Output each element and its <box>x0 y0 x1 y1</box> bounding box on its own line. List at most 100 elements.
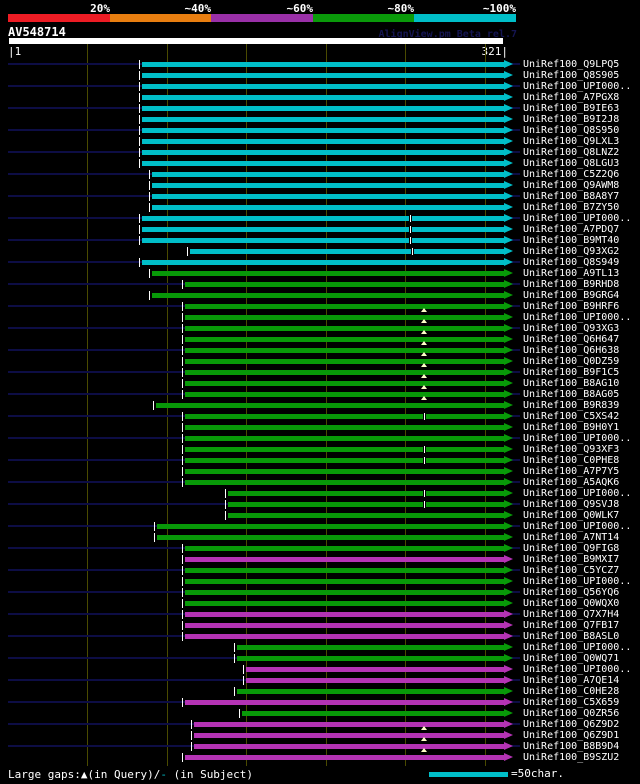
hit-label[interactable]: UniRef100_UPI000.. <box>523 213 632 224</box>
hit-bar[interactable] <box>142 139 504 144</box>
hit-label[interactable]: UniRef100_C5Z2Q6 <box>523 169 620 180</box>
hit-bar[interactable] <box>185 436 504 441</box>
hit-label[interactable]: UniRef100_Q8S949 <box>523 257 620 268</box>
hit-bar[interactable] <box>142 117 504 122</box>
hit-label[interactable]: UniRef100_UPI000.. <box>523 312 632 323</box>
hit-label[interactable]: UniRef100_Q9LXL3 <box>523 136 620 147</box>
hit-label[interactable]: UniRef100_A7NT14 <box>523 532 620 543</box>
hit-bar[interactable] <box>152 183 504 188</box>
hit-label[interactable]: UniRef100_Q6H647 <box>523 334 620 345</box>
hit-bar[interactable] <box>152 271 504 276</box>
hit-bar[interactable] <box>185 447 504 452</box>
hit-label[interactable]: UniRef100_Q7FB17 <box>523 620 620 631</box>
hit-label[interactable]: UniRef100_C0PHE8 <box>523 455 620 466</box>
hit-label[interactable]: UniRef100_B9GRG4 <box>523 290 620 301</box>
hit-label[interactable]: UniRef100_B9HRF6 <box>523 301 620 312</box>
hit-label[interactable]: UniRef100_Q8LNZ2 <box>523 147 620 158</box>
hit-label[interactable]: UniRef100_A7PDQ7 <box>523 224 620 235</box>
hit-label[interactable]: UniRef100_Q93XG2 <box>523 246 620 257</box>
hit-label[interactable]: UniRef100_Q6H638 <box>523 345 620 356</box>
hit-bar[interactable] <box>152 293 504 298</box>
hit-bar[interactable] <box>185 546 504 551</box>
hit-bar[interactable] <box>157 524 504 529</box>
hit-bar[interactable] <box>185 557 504 562</box>
hit-label[interactable]: UniRef100_UPI000.. <box>523 642 632 653</box>
hit-label[interactable]: UniRef100_UPI000.. <box>523 81 632 92</box>
hit-bar[interactable] <box>185 469 504 474</box>
hit-bar[interactable] <box>142 95 504 100</box>
hit-label[interactable]: UniRef100_C5XS42 <box>523 411 620 422</box>
hit-bar[interactable] <box>142 238 504 243</box>
hit-label[interactable]: UniRef100_A7PGX8 <box>523 92 620 103</box>
hit-label[interactable]: UniRef100_UPI000.. <box>523 433 632 444</box>
hit-bar[interactable] <box>194 733 504 738</box>
hit-bar[interactable] <box>228 513 504 518</box>
hit-label[interactable]: UniRef100_B9MT40 <box>523 235 620 246</box>
hit-bar[interactable] <box>185 568 504 573</box>
hit-label[interactable]: UniRef100_A7QE14 <box>523 675 620 686</box>
hit-bar[interactable] <box>142 150 504 155</box>
hit-bar[interactable] <box>237 656 504 661</box>
hit-label[interactable]: UniRef100_A7P7Y5 <box>523 466 620 477</box>
hit-bar[interactable] <box>194 744 504 749</box>
hit-bar[interactable] <box>185 337 504 342</box>
hit-bar[interactable] <box>157 535 504 540</box>
hit-label[interactable]: UniRef100_B8B9D4 <box>523 741 620 752</box>
hit-label[interactable]: UniRef100_Q8LGU3 <box>523 158 620 169</box>
hit-label[interactable]: UniRef100_Q0WLK7 <box>523 510 620 521</box>
hit-bar[interactable] <box>185 590 504 595</box>
hit-label[interactable]: UniRef100_B9F1C5 <box>523 367 620 378</box>
hit-label[interactable]: UniRef100_UPI000.. <box>523 576 632 587</box>
hit-label[interactable]: UniRef100_Q9FIG8 <box>523 543 620 554</box>
hit-bar[interactable] <box>142 62 504 67</box>
hit-label[interactable]: UniRef100_Q6Z9D2 <box>523 719 620 730</box>
hit-label[interactable]: UniRef100_Q0ZR56 <box>523 708 620 719</box>
hit-label[interactable]: UniRef100_B8A8Y7 <box>523 191 620 202</box>
hit-bar[interactable] <box>194 722 504 727</box>
hit-bar[interactable] <box>185 612 504 617</box>
hit-label[interactable]: UniRef100_A9TL13 <box>523 268 620 279</box>
hit-bar[interactable] <box>185 326 504 331</box>
hit-bar[interactable] <box>185 315 504 320</box>
hit-bar[interactable] <box>142 260 504 265</box>
hit-bar[interactable] <box>185 414 504 419</box>
hit-label[interactable]: UniRef100_Q93XF3 <box>523 444 620 455</box>
hit-label[interactable]: UniRef100_Q0DZ59 <box>523 356 620 367</box>
hit-bar[interactable] <box>228 491 504 496</box>
hit-bar[interactable] <box>185 425 504 430</box>
hit-label[interactable]: UniRef100_Q6Z9D1 <box>523 730 620 741</box>
hit-label[interactable]: UniRef100_C0HE28 <box>523 686 620 697</box>
hit-bar[interactable] <box>142 216 504 221</box>
hit-bar[interactable] <box>185 359 504 364</box>
hit-label[interactable]: UniRef100_Q8S950 <box>523 125 620 136</box>
hit-label[interactable]: UniRef100_B8AG05 <box>523 389 620 400</box>
hit-bar[interactable] <box>152 172 504 177</box>
hit-label[interactable]: UniRef100_UPI000.. <box>523 664 632 675</box>
hit-label[interactable]: UniRef100_B9R839 <box>523 400 620 411</box>
hit-bar[interactable] <box>142 128 504 133</box>
hit-bar[interactable] <box>185 392 504 397</box>
hit-label[interactable]: UniRef100_Q9SVJ8 <box>523 499 620 510</box>
hit-bar[interactable] <box>185 304 504 309</box>
hit-bar[interactable] <box>185 480 504 485</box>
hit-label[interactable]: UniRef100_B9H0Y1 <box>523 422 620 433</box>
hit-label[interactable]: UniRef100_C5YCZ7 <box>523 565 620 576</box>
hit-bar[interactable] <box>246 678 504 683</box>
hit-bar[interactable] <box>142 227 504 232</box>
hit-bar[interactable] <box>152 205 504 210</box>
hit-bar[interactable] <box>185 623 504 628</box>
hit-label[interactable]: UniRef100_Q56YQ6 <box>523 587 620 598</box>
hit-label[interactable]: UniRef100_Q8S905 <box>523 70 620 81</box>
hit-label[interactable]: UniRef100_Q9AWM8 <box>523 180 620 191</box>
hit-bar[interactable] <box>185 381 504 386</box>
hit-bar[interactable] <box>142 106 504 111</box>
hit-bar[interactable] <box>185 700 504 705</box>
hit-label[interactable]: UniRef100_Q7X7H4 <box>523 609 620 620</box>
hit-bar[interactable] <box>185 634 504 639</box>
hit-bar[interactable] <box>246 667 504 672</box>
hit-label[interactable]: UniRef100_B9IE63 <box>523 103 620 114</box>
hit-label[interactable]: UniRef100_C5X659 <box>523 697 620 708</box>
hit-bar[interactable] <box>185 579 504 584</box>
hit-bar[interactable] <box>185 601 504 606</box>
hit-bar[interactable] <box>185 458 504 463</box>
